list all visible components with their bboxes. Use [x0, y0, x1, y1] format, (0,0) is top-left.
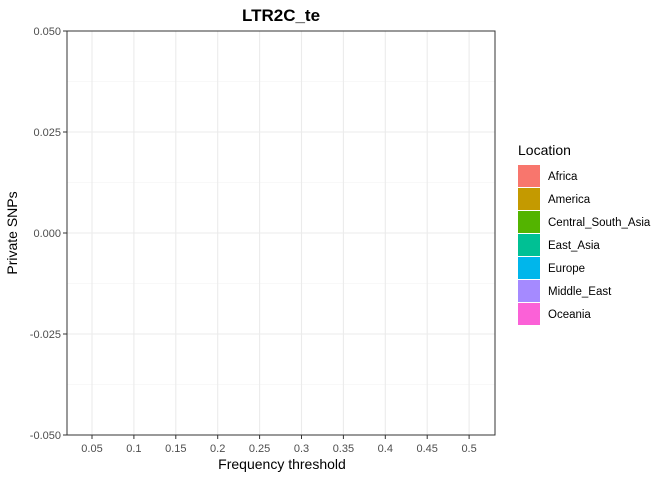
- legend-swatch: [518, 280, 540, 302]
- legend-swatch: [518, 165, 540, 187]
- legend-label: Oceania: [548, 309, 591, 321]
- legend-swatch: [518, 234, 540, 256]
- legend-label: America: [548, 194, 591, 206]
- legend-swatch: [518, 188, 540, 210]
- x-axis: 0.05 0.1 0.15 0.2 0.25 0.3 0.35 0.4 0.45 0.5: [81, 435, 477, 455]
- x-tick-label: 0.3: [294, 443, 309, 455]
- y-tick-label: -0.025: [30, 329, 61, 341]
- legend-label: Europe: [548, 263, 585, 275]
- x-tick-label: 0.45: [416, 443, 437, 455]
- y-axis-title: Private SNPs: [4, 191, 20, 274]
- y-tick-label: 0.050: [33, 26, 61, 38]
- legend-swatch: [518, 303, 540, 325]
- x-tick-label: 0.5: [461, 443, 476, 455]
- x-tick-label: 0.2: [210, 443, 225, 455]
- x-axis-title: Frequency threshold: [218, 456, 346, 472]
- legend-title: Location: [518, 142, 571, 158]
- grid: [67, 30, 495, 436]
- x-tick-label: 0.35: [333, 443, 354, 455]
- x-tick-label: 0.1: [126, 443, 141, 455]
- chart-title: LTR2C_te: [242, 6, 320, 25]
- legend: Location Africa America Central_South_Asia…: [518, 142, 651, 325]
- x-tick-label: 0.15: [165, 443, 186, 455]
- legend-swatch: [518, 211, 540, 233]
- x-tick-label: 0.4: [378, 443, 393, 455]
- legend-label: Africa: [548, 171, 578, 183]
- y-tick-label: 0.000: [33, 228, 61, 240]
- x-tick-label: 0.25: [249, 443, 270, 455]
- legend-label: East_Asia: [548, 240, 600, 252]
- y-axis: -0.050 -0.025 0.000 0.025 0.050: [30, 26, 67, 442]
- legend-label: Central_South_Asia: [548, 217, 651, 229]
- y-tick-label: 0.025: [33, 127, 61, 139]
- legend-swatch: [518, 257, 540, 279]
- x-tick-label: 0.05: [81, 443, 102, 455]
- y-tick-label: -0.050: [30, 430, 61, 442]
- legend-label: Middle_East: [548, 286, 612, 298]
